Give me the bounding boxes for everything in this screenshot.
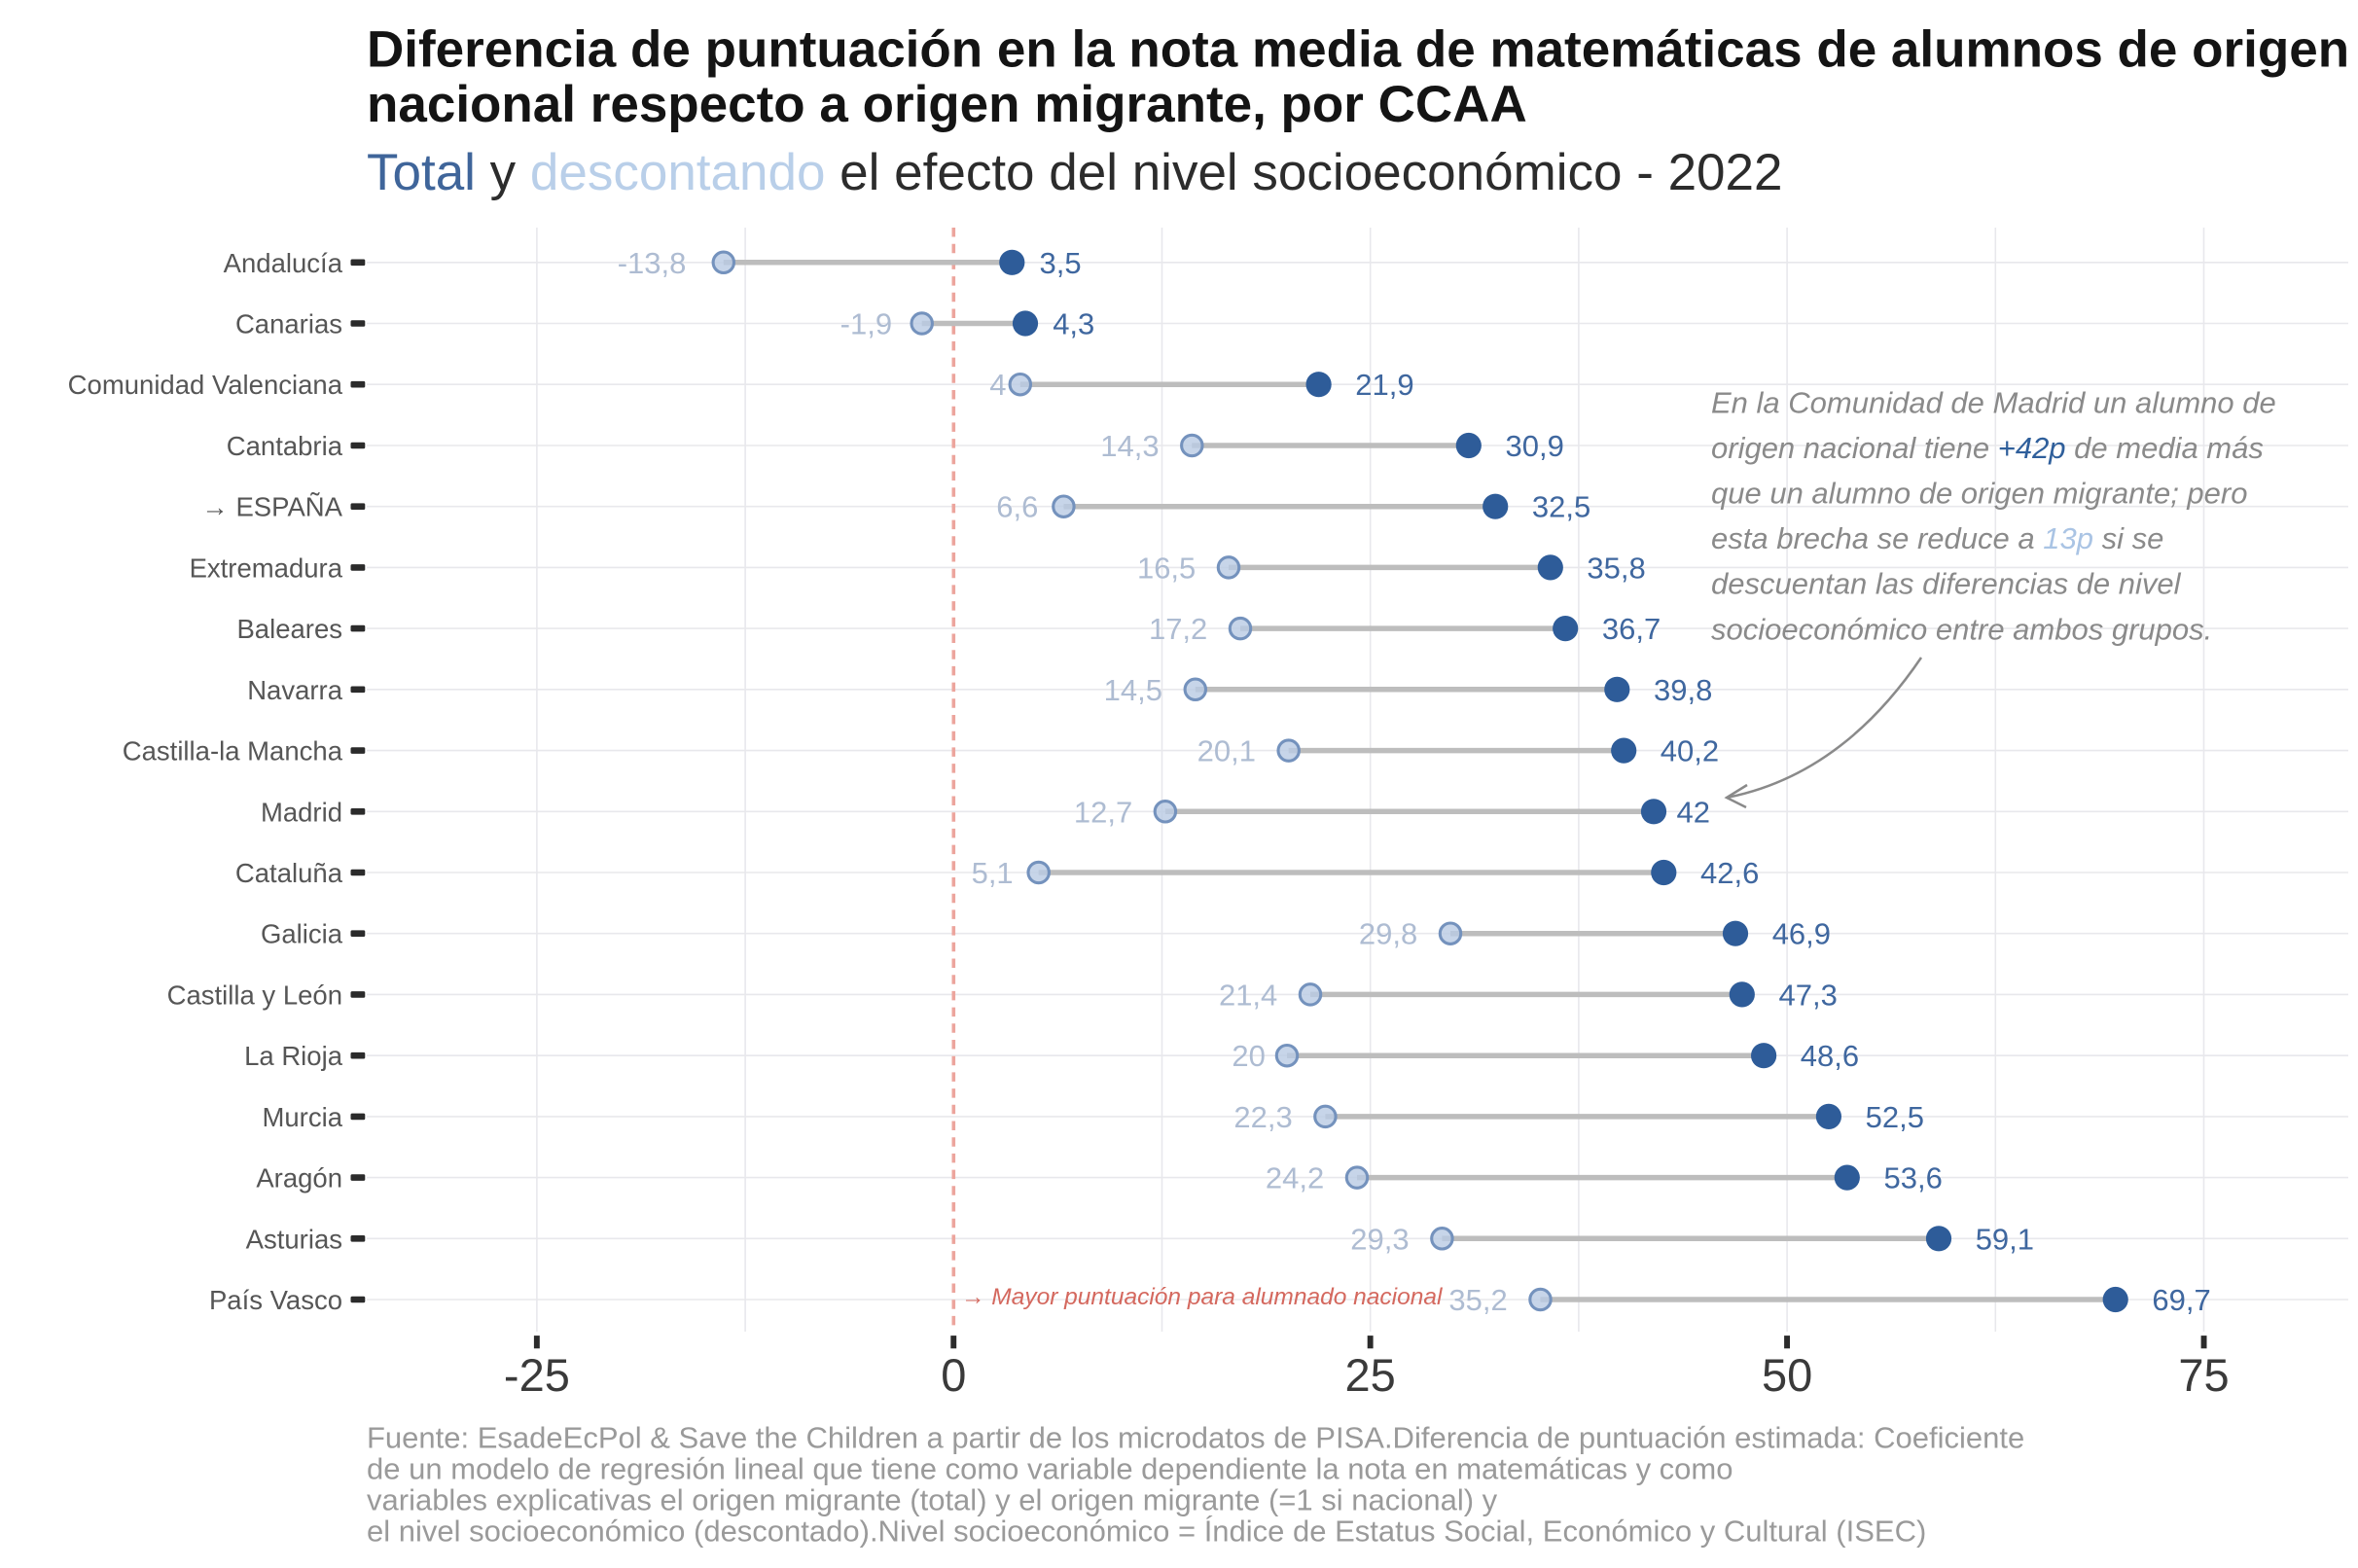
svg-text:Extremadura: Extremadura (190, 552, 343, 583)
svg-text:22,3: 22,3 (1233, 1100, 1292, 1134)
svg-text:29,8: 29,8 (1359, 917, 1417, 951)
svg-text:Navarra: Navarra (247, 675, 343, 705)
svg-text:29,3: 29,3 (1350, 1222, 1409, 1256)
svg-text:32,5: 32,5 (1532, 490, 1590, 524)
svg-text:50: 50 (1762, 1349, 1812, 1401)
svg-text:Aragón: Aragón (256, 1163, 342, 1194)
svg-text:5,1: 5,1 (972, 856, 1014, 890)
svg-text:3,5: 3,5 (1040, 246, 1082, 280)
svg-text:Baleares: Baleares (236, 614, 342, 644)
svg-text:-25: -25 (504, 1349, 570, 1401)
svg-text:nacional respecto a origen mig: nacional respecto a origen migrante, por… (367, 76, 1527, 133)
svg-text:42,6: 42,6 (1700, 856, 1759, 890)
svg-text:La Rioja: La Rioja (244, 1041, 343, 1071)
svg-text:Total y descontando el efecto: Total y descontando el efecto del nivel … (367, 144, 1782, 201)
svg-text:País Vasco: País Vasco (209, 1285, 342, 1315)
svg-text:42: 42 (1677, 795, 1710, 829)
svg-text:el nivel socioeconómico (desco: el nivel socioeconómico (descontado).Niv… (367, 1514, 1926, 1548)
svg-text:Castilla-la Mancha: Castilla-la Mancha (123, 736, 343, 766)
svg-text:4: 4 (989, 368, 1006, 402)
svg-text:0: 0 (941, 1349, 966, 1401)
svg-text:4,3: 4,3 (1053, 307, 1094, 341)
svg-text:36,7: 36,7 (1602, 612, 1661, 646)
svg-text:6,6: 6,6 (996, 490, 1038, 524)
svg-text:25: 25 (1345, 1349, 1396, 1401)
svg-text:53,6: 53,6 (1884, 1161, 1943, 1195)
svg-text:59,1: 59,1 (1976, 1222, 2034, 1256)
svg-text:69,7: 69,7 (2152, 1283, 2210, 1317)
svg-text:descuentan las diferencias de: descuentan las diferencias de nivel (1711, 567, 2182, 601)
svg-text:Galicia: Galicia (261, 919, 343, 949)
svg-text:47,3: 47,3 (1779, 978, 1838, 1012)
svg-text:Castilla y León: Castilla y León (167, 980, 342, 1010)
svg-text:16,5: 16,5 (1137, 551, 1196, 585)
svg-text:21,9: 21,9 (1355, 368, 1413, 402)
svg-text:que un alumno de origen migran: que un alumno de origen migrante; pero (1711, 477, 2247, 511)
svg-text:35,2: 35,2 (1448, 1283, 1507, 1317)
svg-text:→ ESPAÑA: → ESPAÑA (201, 492, 342, 522)
svg-text:14,5: 14,5 (1104, 673, 1162, 707)
svg-text:→ Mayor puntuación para alumna: → Mayor puntuación para alumnado naciona… (961, 1284, 1443, 1310)
svg-text:75: 75 (2178, 1349, 2229, 1401)
svg-text:Comunidad Valenciana: Comunidad Valenciana (68, 370, 343, 400)
svg-text:24,2: 24,2 (1266, 1161, 1324, 1195)
svg-text:-13,8: -13,8 (618, 246, 687, 280)
svg-text:21,4: 21,4 (1219, 978, 1277, 1012)
svg-text:origen nacional tiene +42p de: origen nacional tiene +42p de media más (1711, 431, 2264, 465)
svg-text:12,7: 12,7 (1074, 795, 1132, 829)
svg-text:14,3: 14,3 (1100, 429, 1159, 463)
svg-text:20: 20 (1232, 1039, 1265, 1073)
svg-text:Cataluña: Cataluña (235, 858, 343, 888)
svg-text:de un modelo de regresión line: de un modelo de regresión lineal que tie… (367, 1451, 1733, 1485)
svg-text:35,8: 35,8 (1587, 551, 1645, 585)
svg-text:39,8: 39,8 (1654, 673, 1712, 707)
svg-text:Andalucía: Andalucía (224, 248, 343, 278)
svg-text:-1,9: -1,9 (840, 307, 892, 341)
svg-text:52,5: 52,5 (1866, 1100, 1924, 1134)
svg-text:17,2: 17,2 (1149, 612, 1207, 646)
svg-text:En la Comunidad de Madrid un a: En la Comunidad de Madrid un alumno de (1711, 385, 2276, 419)
svg-text:Murcia: Murcia (262, 1102, 342, 1132)
svg-text:Cantabria: Cantabria (227, 431, 343, 461)
svg-text:Diferencia de puntuación en la: Diferencia de puntuación en la nota medi… (367, 20, 2349, 78)
svg-text:Asturias: Asturias (246, 1224, 342, 1254)
svg-text:48,6: 48,6 (1801, 1039, 1859, 1073)
svg-text:46,9: 46,9 (1772, 917, 1831, 951)
svg-text:30,9: 30,9 (1506, 429, 1564, 463)
svg-text:20,1: 20,1 (1197, 734, 1256, 768)
svg-text:variables explicativas el orig: variables explicativas el origen migrant… (367, 1482, 1498, 1516)
svg-text:Canarias: Canarias (235, 309, 342, 339)
svg-text:Fuente: EsadeEcPol & Save the: Fuente: EsadeEcPol & Save the Children a… (367, 1420, 2024, 1454)
svg-text:Madrid: Madrid (261, 797, 342, 827)
svg-text:esta brecha se reduce a 13p si: esta brecha se reduce a 13p si se (1711, 521, 2163, 555)
svg-text:40,2: 40,2 (1661, 734, 1719, 768)
svg-text:socioeconómico entre ambos gru: socioeconómico entre ambos grupos. (1711, 612, 2212, 646)
